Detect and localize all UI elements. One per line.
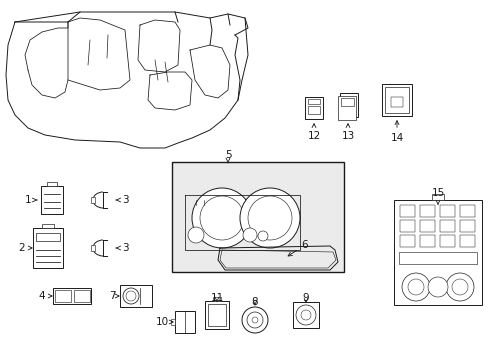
Bar [47,182,57,186]
Bar [399,235,414,247]
Circle shape [192,188,251,248]
Circle shape [251,317,258,323]
Circle shape [240,188,299,248]
Bar [459,235,474,247]
Circle shape [427,277,447,297]
Circle shape [445,273,473,301]
Bar [339,93,357,117]
Circle shape [123,288,139,304]
Circle shape [301,310,310,320]
Bar [459,205,474,217]
Text: 1: 1 [24,195,37,205]
Bar [307,99,319,104]
Circle shape [243,228,257,242]
Text: 5: 5 [224,150,231,163]
Text: 13: 13 [341,124,354,141]
Bar [91,197,95,203]
Bar [204,301,228,329]
Bar [53,288,91,304]
Text: 4: 4 [39,291,52,301]
Bar [459,220,474,232]
Bar [55,290,71,302]
Circle shape [126,291,136,301]
Text: 10: 10 [155,317,173,327]
Bar [42,224,54,228]
Bar [36,233,60,241]
Text: 8: 8 [251,297,258,307]
Bar [292,302,318,328]
Bar [41,186,63,214]
Bar [398,252,476,264]
Bar [305,97,323,119]
Bar [171,319,175,325]
Text: 9: 9 [302,293,309,303]
Bar [384,87,408,113]
Text: 2: 2 [19,243,32,253]
Bar [419,205,434,217]
Text: 15: 15 [430,188,444,204]
Bar [439,220,454,232]
Bar [74,290,90,302]
Bar [381,84,411,116]
Bar [393,200,481,305]
Bar [390,97,402,107]
Text: 12: 12 [307,124,320,141]
Text: 3: 3 [116,195,128,205]
Bar [213,297,221,301]
Circle shape [200,196,244,240]
Text: 6: 6 [287,240,307,256]
Text: 7: 7 [108,291,119,301]
Bar [419,235,434,247]
Bar [399,205,414,217]
Circle shape [187,227,203,243]
Circle shape [242,307,267,333]
Circle shape [407,279,423,295]
Circle shape [451,279,467,295]
Bar [431,194,443,200]
Bar [399,220,414,232]
Bar [439,205,454,217]
Bar [91,245,95,251]
Text: 11: 11 [210,293,223,303]
Circle shape [246,312,263,328]
Text: 14: 14 [389,121,403,143]
Circle shape [295,305,315,325]
Bar [172,162,343,272]
Text: 3: 3 [116,243,128,253]
Bar [33,228,63,268]
Circle shape [258,231,267,241]
Bar [337,96,355,120]
Bar [439,235,454,247]
Circle shape [401,273,429,301]
Bar [419,220,434,232]
Bar [307,106,319,114]
Bar [340,98,353,106]
Bar [175,311,195,333]
Bar [120,285,152,307]
Bar [207,304,225,326]
Circle shape [247,196,291,240]
